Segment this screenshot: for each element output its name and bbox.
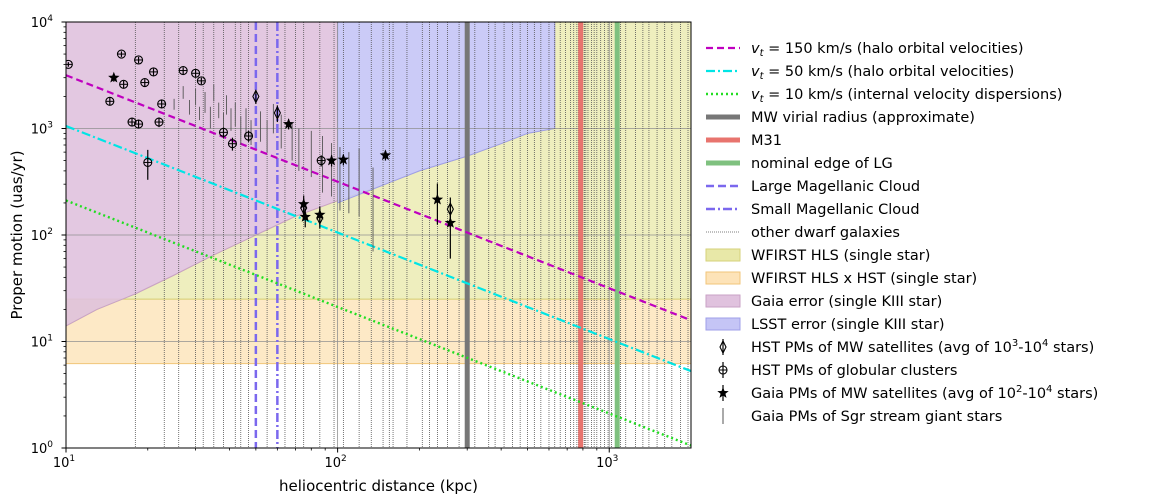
vt150-curve <box>66 74 691 322</box>
legend-hst-sat-handle <box>719 339 727 355</box>
x-tick-label: 101 <box>53 454 75 471</box>
gaia-error-region <box>66 22 339 327</box>
legend-m31-label: M31 <box>751 133 782 149</box>
legend-lsst-err-handle <box>705 317 741 331</box>
legend-vt50-label: vt = 50 km/s (halo orbital velocities) <box>751 64 1014 82</box>
legend-vt10-label: vt = 10 km/s (internal velocity dispersi… <box>751 87 1062 105</box>
gaia-sat-point <box>444 216 457 228</box>
x-tick-label: 102 <box>324 454 346 471</box>
distance-markers <box>134 22 689 448</box>
legend: vt = 150 km/s (halo orbital velocities) v… <box>705 41 1098 425</box>
legend-gaia-err-label: Gaia error (single KIII star) <box>751 294 942 310</box>
gaia-sat-point <box>314 208 326 220</box>
y-tick-label: 102 <box>31 227 53 244</box>
gaia-sat-point <box>379 149 392 161</box>
legend-hst-sat-label: HST PMs of MW satellites (avg of 103-104… <box>751 338 1094 356</box>
y-tick-label: 104 <box>31 14 54 31</box>
x-axis-label: heliocentric distance (kpc) <box>279 477 478 495</box>
legend-lmc-label: Large Magellanic Cloud <box>751 179 920 195</box>
y-tick-label: 100 <box>31 440 54 457</box>
y-tick-label: 103 <box>31 121 53 138</box>
legend-smc-label: Small Magellanic Cloud <box>751 202 920 218</box>
lsst-error-region <box>337 22 556 204</box>
legend-wfirst-hst-handle <box>705 271 741 285</box>
legend-vt150-label: vt = 150 km/s (halo orbital velocities) <box>751 41 1024 59</box>
legend-lg-edge-label: nominal edge of LG <box>751 156 893 172</box>
legend-hst-gc-label: HST PMs of globular clusters <box>751 363 957 379</box>
hst-sat-point <box>273 105 281 121</box>
legend-wfirst-hst-label: WFIRST HLS x HST (single star) <box>751 271 977 287</box>
hst-sat-point <box>252 89 260 104</box>
y-tick-label: 101 <box>31 334 53 351</box>
legend-gaia-sat-handle <box>717 387 729 398</box>
vt50-curve <box>66 125 691 373</box>
legend-gaia-sat-label: Gaia PMs of MW satellites (avg of 102-10… <box>751 384 1098 402</box>
legend-mw-vir-label: MW virial radius (approximate) <box>751 110 975 126</box>
legend-gaia-err-handle <box>705 294 741 308</box>
gaia-sat-point <box>297 198 310 209</box>
legend-lsst-err-label: LSST error (single KIII star) <box>751 317 945 333</box>
wfirst-hst-region <box>66 298 691 365</box>
y-axis-label: Proper motion (uas/yr) <box>8 150 26 319</box>
gaia-sat-point <box>108 71 120 83</box>
gaia-sat-point <box>431 193 444 205</box>
gaia-sat-point <box>299 210 311 222</box>
error-regions <box>66 22 691 365</box>
velocity-curves <box>66 74 691 447</box>
legend-wfirst-hls-label: WFIRST HLS (single star) <box>751 248 930 264</box>
gaia-sat-point <box>282 118 295 129</box>
gaia-sat-point <box>325 154 338 166</box>
legend-dwarfs-label: other dwarf galaxies <box>751 225 900 241</box>
legend-gaia-sgr-label: Gaia PMs of Sgr stream giant stars <box>751 409 1002 425</box>
x-tick-label: 103 <box>596 454 618 471</box>
gaia-sat-point <box>337 153 350 165</box>
legend-wfirst-hls-handle <box>705 248 741 262</box>
proper-motion-points <box>66 49 457 259</box>
vt10-curve <box>66 199 691 447</box>
gridlines <box>66 22 691 448</box>
